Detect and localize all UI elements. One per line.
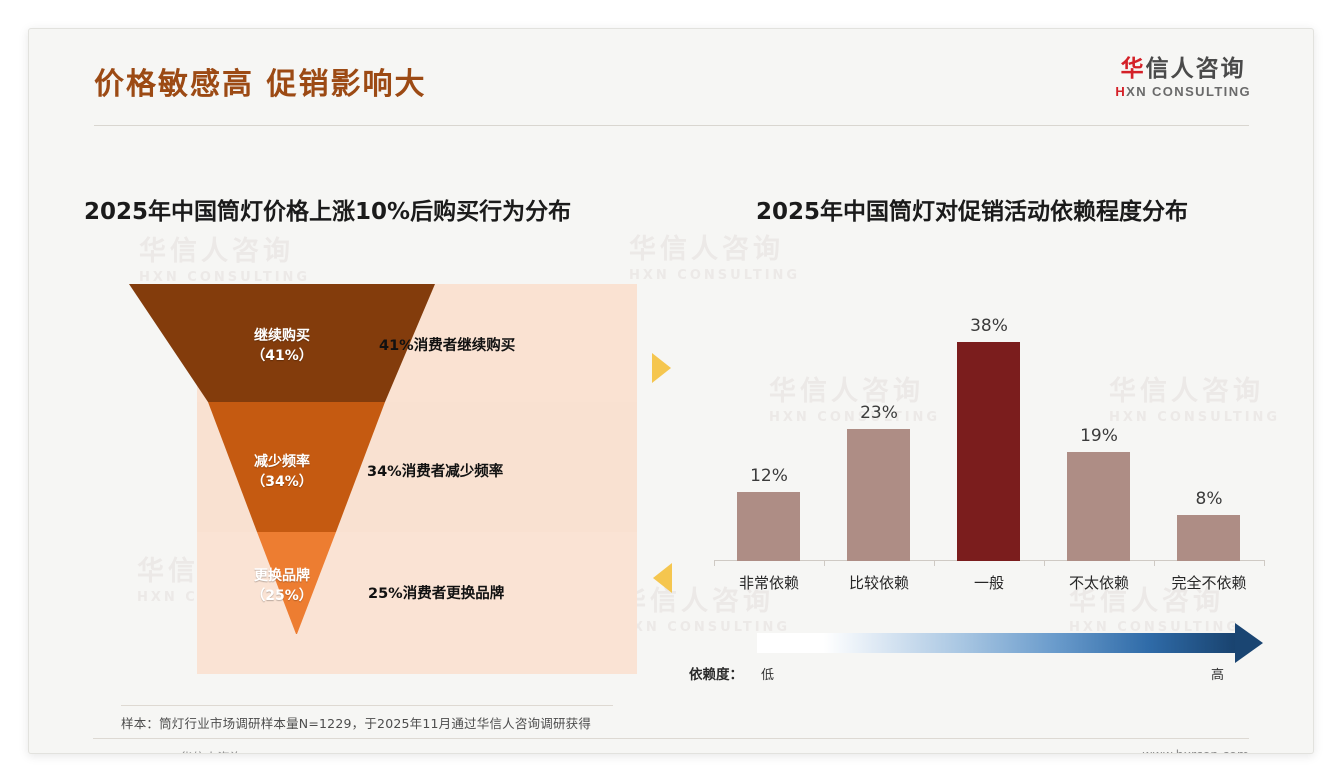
company-logo: 华信人咨询 HXN CONSULTING xyxy=(1115,57,1251,99)
logo-chinese-first-char: 华 xyxy=(1120,56,1146,82)
watermark-line2: HXN CONSULTING xyxy=(629,268,801,283)
funnel-shape xyxy=(129,284,435,634)
bar-category-label: 比较依赖 xyxy=(848,574,909,592)
watermark: 华信人咨询 HXN CONSULTING xyxy=(629,227,800,283)
bar-column[interactable]: 8% 完全不依赖 xyxy=(1154,475,1264,592)
watermark-line1: 华信人咨询 xyxy=(629,234,784,265)
bar-category-label: 完全不依赖 xyxy=(1171,574,1247,592)
funnel-segment-name: 减少频率 xyxy=(254,454,310,470)
slide: 价格敏感高 促销影响大 华信人咨询 HXN CONSULTING 华信人咨询 H… xyxy=(28,28,1314,754)
triangle-right-icon xyxy=(652,353,671,383)
funnel-segment-value: （41%） xyxy=(251,348,313,365)
funnel-annotation: 34%消费者减少频率 xyxy=(367,464,504,480)
bar-column[interactable]: 19% 不太依赖 xyxy=(1044,412,1154,592)
funnel-segment-name: 继续购买 xyxy=(254,328,310,344)
gradient-bar xyxy=(757,633,1235,653)
funnel-segment-label: 继续购买 （41%） xyxy=(207,326,357,367)
watermark: 华信人咨询 HXN CONSULTING xyxy=(139,229,310,285)
header-divider xyxy=(94,125,1249,126)
watermark-line1: 华信人咨询 xyxy=(139,236,294,267)
bar-value-label: 8% xyxy=(1195,489,1223,509)
x-axis-tick xyxy=(714,560,715,566)
bar-value-label: 12% xyxy=(750,466,788,486)
triangle-left-icon xyxy=(653,563,672,593)
left-chart-title: 2025年中国筒灯价格上涨10%后购买行为分布 xyxy=(84,199,572,225)
logo-english: HXN CONSULTING xyxy=(1115,84,1251,99)
slide-header: 价格敏感高 促销影响大 华信人咨询 HXN CONSULTING xyxy=(29,29,1313,126)
logo-chinese-rest: 信人咨询 xyxy=(1145,56,1246,82)
funnel-segment-value: （34%） xyxy=(251,474,313,491)
legend-low-label: 低 xyxy=(761,668,775,683)
bar[interactable] xyxy=(1067,452,1130,561)
right-chart-title: 2025年中国筒灯对促销活动依赖程度分布 xyxy=(756,199,1189,225)
funnel-segment-name: 更换品牌 xyxy=(254,568,310,584)
funnel-segment-label: 减少频率 （34%） xyxy=(207,452,357,493)
bar-value-label: 19% xyxy=(1080,426,1118,446)
dependency-gradient-legend: 依赖度： 低 高 xyxy=(689,621,1279,687)
legend-high-label: 高 xyxy=(1211,668,1225,683)
funnel-chart: 继续购买 （41%） 减少频率 （34%） 更换品牌 （25%） 41%消费者继… xyxy=(97,284,637,674)
bar-value-label: 38% xyxy=(970,316,1008,336)
footer-website[interactable]: www.hxrcon.com xyxy=(1142,747,1249,753)
funnel-segment-label: 更换品牌 （25%） xyxy=(217,566,347,607)
x-axis-tick xyxy=(1044,560,1045,566)
bar-column[interactable]: 23% 比较依赖 xyxy=(824,389,934,592)
x-axis-tick xyxy=(1154,560,1155,566)
legend-title: 依赖度： xyxy=(689,667,743,683)
bar-chart: 12% 非常依赖 23% 比较依赖 38% 一般 19% 不太依赖 8% 完全不… xyxy=(689,299,1279,599)
funnel-segment-2[interactable] xyxy=(208,402,385,532)
bar-value-label: 23% xyxy=(860,403,898,423)
bar-category-label: 一般 xyxy=(973,574,1004,592)
bar-column[interactable]: 12% 非常依赖 xyxy=(714,452,824,592)
funnel-segment-1[interactable] xyxy=(129,284,435,402)
watermark-line2: HXN CONSULTING xyxy=(139,270,311,285)
bar-category-label: 不太依赖 xyxy=(1068,574,1129,592)
source-divider xyxy=(121,705,613,706)
x-axis-tick xyxy=(1264,560,1265,566)
bar[interactable] xyxy=(737,492,800,561)
funnel-annotation: 25%消费者更换品牌 xyxy=(368,586,505,602)
arrow-right-icon xyxy=(1235,623,1263,663)
source-note: 样本：筒灯行业市场调研样本量N=1229，于2025年11月通过华信人咨询调研获… xyxy=(121,716,592,731)
funnel-segment-3[interactable] xyxy=(257,532,336,634)
bar-category-label: 非常依赖 xyxy=(738,574,799,592)
x-axis-tick xyxy=(934,560,935,566)
logo-english-rest: XN CONSULTING xyxy=(1126,84,1251,100)
logo-english-first-char: H xyxy=(1115,84,1127,100)
funnel-annotation: 41%消费者继续购买 xyxy=(379,338,516,354)
footer-copyright: ©2026.1 HXR华信人咨询 xyxy=(93,747,242,753)
bar[interactable] xyxy=(1177,515,1240,561)
bar-highlighted[interactable] xyxy=(957,342,1020,561)
bar-column[interactable]: 38% 一般 xyxy=(934,302,1044,592)
logo-chinese: 华信人咨询 xyxy=(1115,57,1251,81)
funnel-segment-value: （25%） xyxy=(251,588,313,605)
page-title: 价格敏感高 促销影响大 xyxy=(94,67,427,102)
x-axis-tick xyxy=(824,560,825,566)
footer-divider xyxy=(93,738,1249,739)
bar[interactable] xyxy=(847,429,910,561)
